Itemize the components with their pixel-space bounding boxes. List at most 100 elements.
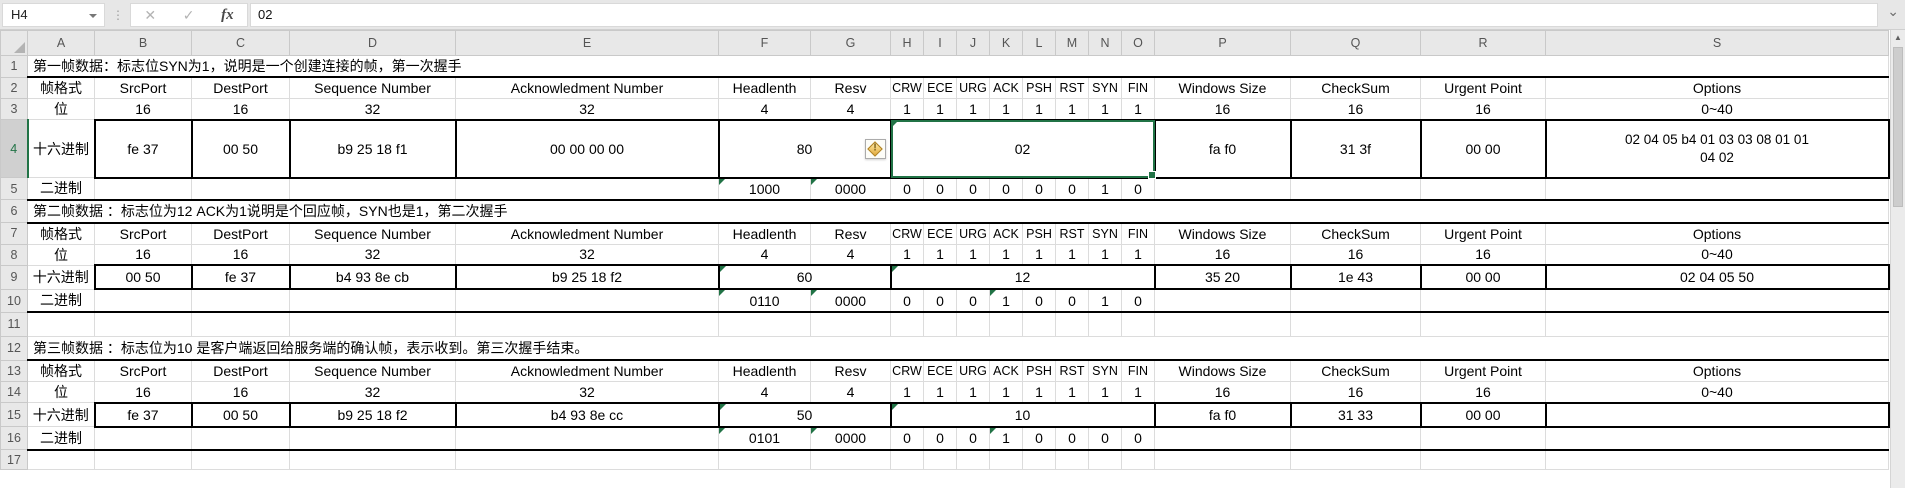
cell[interactable]: fe 37 — [190, 264, 291, 290]
cell[interactable]: 0 — [956, 288, 990, 313]
column-header-R[interactable]: R — [1420, 30, 1546, 56]
cell[interactable]: CRW — [890, 359, 924, 382]
cell[interactable]: 1 — [989, 381, 1023, 403]
cell[interactable]: 00 00 00 00 — [454, 118, 720, 179]
cell[interactable]: 16 — [1154, 98, 1291, 120]
cell[interactable]: 16 — [191, 98, 290, 120]
scroll-thumb[interactable] — [1893, 47, 1903, 207]
cell[interactable] — [1420, 311, 1546, 337]
cell[interactable]: 00 50 — [190, 118, 291, 179]
column-header-S[interactable]: S — [1545, 30, 1889, 56]
cancel-icon[interactable]: ✕ — [144, 6, 157, 23]
cell[interactable]: 0 — [1055, 177, 1089, 201]
cell[interactable] — [191, 288, 290, 313]
cell[interactable] — [1088, 449, 1122, 470]
cell[interactable]: 16 — [191, 381, 290, 403]
cell[interactable]: FIN — [1121, 359, 1155, 382]
cell[interactable]: SrcPort — [94, 76, 192, 99]
cell[interactable]: 16 — [94, 381, 192, 403]
cell[interactable] — [1420, 177, 1546, 201]
cell[interactable]: 帧格式 — [27, 359, 95, 382]
cell[interactable]: 4 — [810, 243, 891, 266]
column-header-L[interactable]: L — [1022, 30, 1056, 56]
cell[interactable]: 1 — [923, 98, 957, 120]
row-header-13[interactable]: 13 — [0, 359, 28, 382]
cell[interactable] — [1545, 288, 1889, 313]
cell[interactable]: 35 20 — [1153, 264, 1292, 290]
cell[interactable] — [94, 177, 192, 201]
cell[interactable] — [1088, 311, 1122, 337]
cell[interactable]: 0 — [923, 177, 957, 201]
cell[interactable]: 1 — [956, 98, 990, 120]
cell[interactable]: 0000 — [810, 177, 891, 201]
cell[interactable] — [289, 177, 456, 201]
cell[interactable]: 60 — [717, 264, 892, 290]
cell[interactable]: CheckSum — [1290, 76, 1421, 99]
cell[interactable]: b4 93 8e cb — [288, 264, 457, 290]
cell[interactable]: 00 00 — [1419, 264, 1547, 290]
cell[interactable]: 16 — [1290, 243, 1421, 266]
formula-bar-collapse-icon[interactable]: ⌄ — [1887, 3, 1899, 19]
cell[interactable]: RST — [1055, 76, 1089, 99]
frame3-title[interactable]: 第三帧数据 ：标志位为10 是客户端返回给服务端的确认帧，表示收到。第三次握手结… — [27, 335, 1889, 361]
cell[interactable]: 4 — [718, 243, 811, 266]
cell[interactable]: Sequence Number — [289, 359, 456, 382]
cell[interactable]: b9 25 18 f2 — [454, 264, 720, 290]
cell[interactable] — [455, 311, 719, 337]
column-header-A[interactable]: A — [27, 30, 95, 56]
cell[interactable]: 50 — [717, 401, 892, 428]
cell[interactable]: 16 — [1154, 243, 1291, 266]
cell[interactable]: Resv — [810, 359, 891, 382]
cell[interactable]: Headlenth — [718, 222, 811, 245]
cell[interactable] — [956, 449, 990, 470]
cell[interactable]: CRW — [890, 222, 924, 245]
cell[interactable]: Resv — [810, 76, 891, 99]
cell[interactable]: 10 — [889, 401, 1156, 428]
cell[interactable]: 0 — [1055, 426, 1089, 451]
cell[interactable]: 32 — [455, 243, 719, 266]
cell[interactable]: 32 — [289, 98, 456, 120]
cell[interactable]: 1 — [890, 243, 924, 266]
cell[interactable]: 4 — [810, 98, 891, 120]
cell[interactable]: 位 — [27, 98, 95, 120]
cell[interactable]: 00 50 — [93, 264, 193, 290]
cell[interactable] — [289, 449, 456, 470]
cell[interactable]: 0 — [956, 426, 990, 451]
row-header-3[interactable]: 3 — [0, 98, 28, 120]
cell[interactable]: URG — [956, 359, 990, 382]
cell[interactable]: ECE — [923, 359, 957, 382]
cell[interactable] — [1022, 449, 1056, 470]
cell[interactable]: 16 — [1420, 98, 1546, 120]
cell[interactable]: SYN — [1088, 222, 1122, 245]
scroll-up-icon[interactable]: ▲ — [1894, 33, 1902, 42]
cell[interactable]: 1 — [1088, 243, 1122, 266]
cell[interactable] — [810, 449, 891, 470]
cell[interactable]: CheckSum — [1290, 359, 1421, 382]
cell[interactable] — [1290, 288, 1421, 313]
cell[interactable]: 0 — [1022, 426, 1056, 451]
cell[interactable]: 32 — [289, 243, 456, 266]
column-header-E[interactable]: E — [455, 30, 719, 56]
row-header-12[interactable]: 12 — [0, 335, 28, 361]
cell[interactable]: Acknowledment Number — [455, 359, 719, 382]
row-header-15[interactable]: 15 — [0, 402, 28, 427]
cell[interactable]: Resv — [810, 222, 891, 245]
cell[interactable]: Options — [1545, 359, 1889, 382]
column-header-I[interactable]: I — [923, 30, 957, 56]
cell[interactable]: 4 — [810, 381, 891, 403]
row-header-2[interactable]: 2 — [0, 76, 28, 99]
row-header-8[interactable]: 8 — [0, 243, 28, 266]
cell[interactable] — [191, 426, 290, 451]
row-header-7[interactable]: 7 — [0, 222, 28, 245]
cell[interactable]: 1 — [1022, 243, 1056, 266]
cell[interactable] — [1154, 288, 1291, 313]
cell[interactable] — [94, 449, 192, 470]
cell-headlenth-hex[interactable]: 80! — [717, 118, 892, 179]
cell[interactable]: fe 37 — [93, 118, 193, 179]
cell[interactable]: PSH — [1022, 76, 1056, 99]
cell[interactable]: 1 — [890, 98, 924, 120]
cell[interactable]: 0 — [1022, 288, 1056, 313]
cell[interactable]: PSH — [1022, 222, 1056, 245]
cell[interactable] — [1545, 426, 1889, 451]
cell[interactable] — [1055, 311, 1089, 337]
